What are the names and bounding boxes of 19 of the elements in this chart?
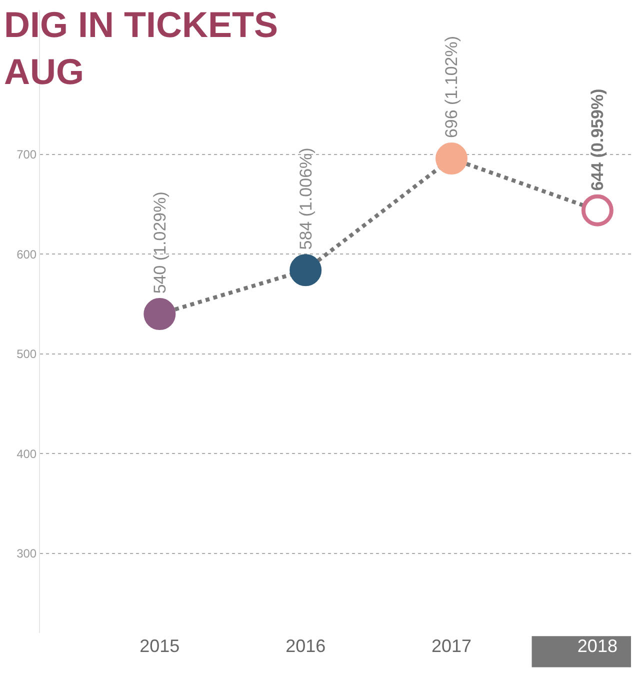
point [144,298,176,330]
y-tick-label: 500 [16,347,37,362]
chart-title: DIG IN TICKETS [4,4,278,45]
text: AUG [4,50,84,92]
data-label: 584 (1.006%) [296,148,316,250]
x-tick-label: 2017 [431,636,472,656]
y-tick-label: 300 [16,546,37,560]
data-label: 540 (1.029%) [150,192,170,294]
point [290,254,322,286]
x-tick-label: 2018 [577,636,618,656]
y-tick-label: 400 [16,446,37,461]
data-label: 644 (0.959%) [588,88,608,191]
x-tick-label: 2015 [140,636,180,656]
data-label: 696 (1.102%) [442,36,461,138]
y-tick-label: 700 [16,148,37,162]
x-tick-label: 2016 [286,636,326,656]
point [436,142,468,175]
y-tick-label: 600 [16,247,37,262]
point [581,194,614,226]
